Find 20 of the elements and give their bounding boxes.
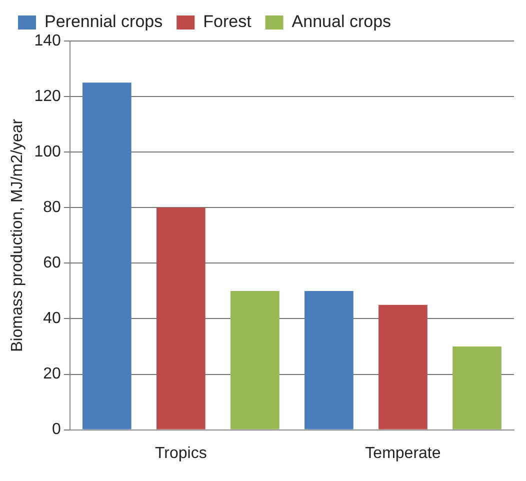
bar	[304, 290, 354, 430]
legend-label: Forest	[203, 12, 252, 32]
y-tick-label: 20	[43, 366, 61, 383]
bar	[452, 346, 502, 430]
legend-label: Annual crops	[292, 12, 392, 32]
bar	[82, 82, 132, 430]
y-tick-label: 0	[52, 421, 61, 438]
x-tick-label: Temperate	[365, 444, 441, 462]
y-tick-label: 120	[34, 88, 61, 105]
bar	[156, 208, 206, 430]
y-axis-title: Biomass production, MJ/m2/year	[9, 118, 26, 352]
bar	[230, 290, 280, 430]
x-tick-label: Tropics	[154, 444, 207, 462]
y-tick-label: 140	[34, 32, 61, 50]
bar	[378, 304, 428, 430]
y-tick-label: 40	[43, 310, 61, 328]
legend-label: Perennial crops	[44, 12, 163, 32]
y-tick-label: 60	[43, 254, 61, 272]
y-tick-label: 80	[43, 199, 61, 216]
y-tick-label: 100	[34, 143, 61, 160]
